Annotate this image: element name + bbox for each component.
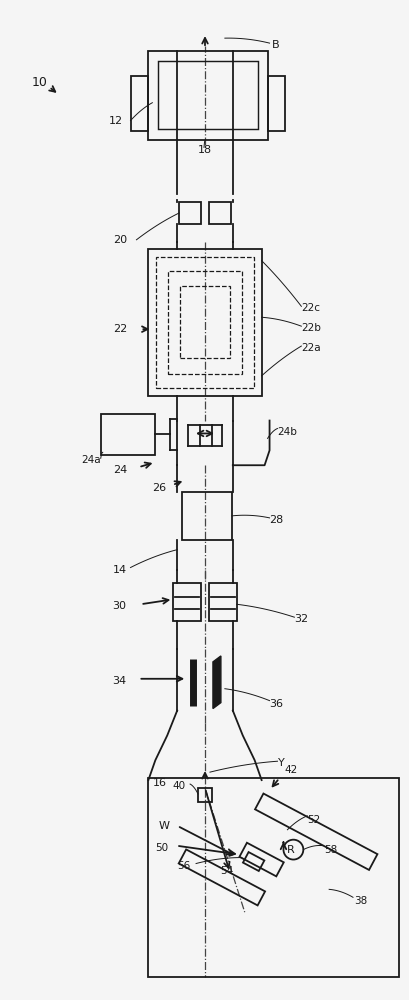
Bar <box>179 202 200 224</box>
Text: 24: 24 <box>112 465 126 475</box>
Text: 26: 26 <box>152 483 166 493</box>
Bar <box>198 788 211 802</box>
Text: B: B <box>271 40 279 50</box>
Text: 28: 28 <box>269 515 283 525</box>
Text: 24a: 24a <box>81 455 100 465</box>
Bar <box>156 257 253 388</box>
Text: 56: 56 <box>177 861 190 871</box>
Text: 22a: 22a <box>301 343 320 353</box>
Text: 12: 12 <box>108 116 122 126</box>
Bar <box>209 583 236 621</box>
Text: Y: Y <box>277 758 283 768</box>
Polygon shape <box>212 656 220 709</box>
Text: 36: 36 <box>269 699 283 709</box>
Text: 22: 22 <box>112 324 126 334</box>
Text: 16: 16 <box>152 778 166 788</box>
Bar <box>148 51 267 140</box>
Text: 58: 58 <box>324 845 337 855</box>
Bar <box>209 202 230 224</box>
Text: 14: 14 <box>112 565 126 575</box>
Text: W: W <box>158 821 169 831</box>
Text: 24b: 24b <box>277 427 297 437</box>
Text: 20: 20 <box>112 235 126 245</box>
Text: 54: 54 <box>219 866 233 876</box>
Text: 30: 30 <box>112 601 126 611</box>
Text: 40: 40 <box>172 781 185 791</box>
Bar <box>158 61 257 129</box>
Text: 38: 38 <box>353 896 366 906</box>
Bar <box>101 414 155 455</box>
Text: 32: 32 <box>294 614 308 624</box>
Bar <box>148 778 398 977</box>
Text: 22b: 22b <box>301 323 320 333</box>
Bar <box>168 271 241 374</box>
Text: 18: 18 <box>198 145 211 155</box>
Bar <box>148 249 261 396</box>
Bar <box>182 492 231 540</box>
Text: 22c: 22c <box>301 303 319 313</box>
Text: 10: 10 <box>31 76 47 89</box>
Bar <box>267 76 285 131</box>
Text: 52: 52 <box>307 815 320 825</box>
Bar <box>180 286 229 358</box>
Bar <box>130 76 148 131</box>
Text: R: R <box>286 845 294 855</box>
Bar <box>173 583 200 621</box>
Text: 34: 34 <box>112 676 126 686</box>
Text: 42: 42 <box>284 765 297 775</box>
Text: 50: 50 <box>155 843 168 853</box>
